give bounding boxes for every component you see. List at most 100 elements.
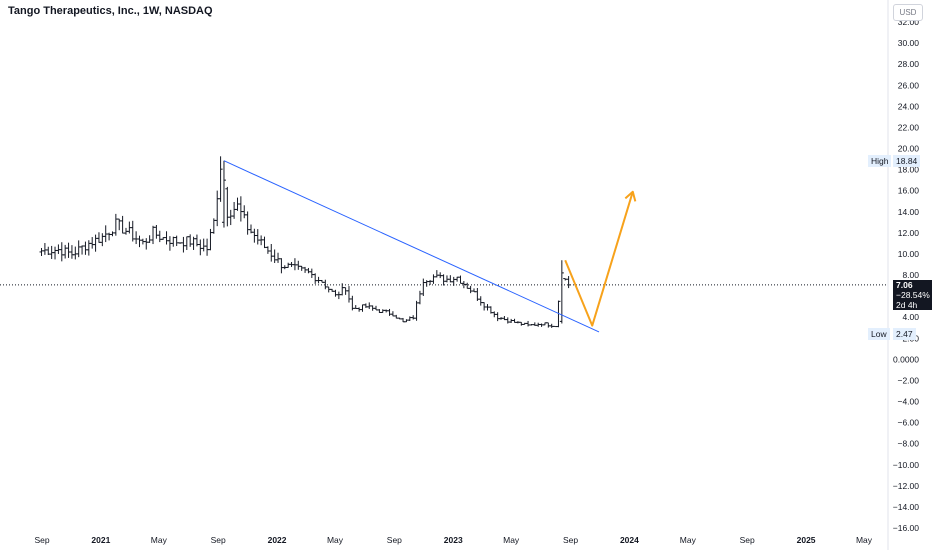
ohlc-bar (238, 196, 243, 222)
ohlc-bar (448, 275, 453, 283)
ohlc-bar (546, 322, 551, 328)
x-tick-label: Sep (740, 535, 755, 545)
price-axis[interactable]: 32.00 30.00 28.00 26.00 24.00 22.00 20.00 18.00… (893, 17, 920, 533)
y-tick-label: 20.00 (898, 144, 920, 154)
ohlc-bar (221, 160, 226, 228)
ohlc-bar (458, 275, 463, 284)
x-tick-label: May (856, 535, 873, 545)
chart-title: Tango Therapeutics, Inc., 1W, NASDAQ (8, 5, 213, 17)
x-tick-label: Sep (211, 535, 226, 545)
y-tick-label: 18.00 (898, 165, 920, 175)
ohlc-bar (269, 244, 274, 262)
ohlc-bar (39, 247, 44, 256)
ohlc-bar (262, 236, 267, 249)
ohlc-bar (137, 235, 142, 248)
ohlc-bar (414, 300, 419, 321)
ohlc-bar (566, 276, 571, 289)
currency-button[interactable]: USD (893, 4, 923, 21)
ohlc-bar (519, 321, 524, 326)
ohlc-bar (171, 236, 176, 247)
y-tick-label: 12.00 (898, 228, 920, 238)
ohlc-bar (73, 246, 78, 260)
ohlc-bar (242, 205, 247, 219)
ohlc-bar (272, 249, 277, 263)
bar-countdown: 2d 4h (896, 300, 918, 310)
y-tick-label: −14.00 (893, 502, 920, 512)
ohlc-bar (255, 229, 260, 245)
ohlc-bar (482, 302, 487, 311)
y-tick-label: 4.00 (902, 312, 919, 322)
ohlc-bars (39, 156, 571, 328)
ohlc-bar (184, 236, 189, 251)
ohlc-bar (232, 202, 237, 219)
ohlc-bar (198, 239, 203, 256)
ohlc-bar (431, 274, 436, 284)
y-tick-label: 24.00 (898, 101, 920, 111)
ohlc-bar (323, 279, 328, 290)
y-tick-label: 32.00 (898, 17, 920, 27)
ohlc-bar (309, 268, 314, 278)
projection-arrowhead (624, 190, 637, 202)
time-axis[interactable]: Sep 2021 May Sep 2022 May Sep 2023 May Sep 2024 May… (34, 535, 872, 545)
x-tick-label: Sep (34, 535, 49, 545)
ohlc-bar (53, 246, 58, 260)
ohlc-bar (80, 245, 85, 255)
y-tick-label: −4.00 (897, 397, 919, 407)
x-tick-label: May (680, 535, 697, 545)
ohlc-bar (245, 211, 250, 235)
ohlc-bar (188, 234, 193, 247)
ohlc-bar (215, 190, 220, 227)
y-tick-label: −10.00 (893, 460, 920, 470)
ohlc-bar (120, 215, 125, 234)
ohlc-bar (265, 246, 270, 254)
ohlc-bar (276, 252, 281, 263)
ohlc-bar (292, 258, 297, 271)
x-tick-label: 2023 (444, 535, 463, 545)
y-tick-label: −16.00 (893, 523, 920, 533)
y-tick-label: −12.00 (893, 481, 920, 491)
ohlc-bar (42, 243, 47, 255)
high-value: 18.84 (893, 155, 921, 167)
ohlc-bar (374, 305, 379, 311)
ohlc-bar (66, 242, 71, 258)
ohlc-bar (526, 320, 531, 327)
ohlc-bar (93, 234, 98, 252)
ohlc-bar (387, 308, 392, 316)
y-tick-label: −2.00 (897, 375, 919, 385)
ohlc-bar (421, 278, 426, 297)
ohlc-bar (100, 233, 105, 247)
drawings-layer[interactable] (223, 160, 637, 333)
x-tick-label: 2025 (797, 535, 816, 545)
ohlc-bar (164, 231, 169, 245)
ohlc-bar (336, 291, 341, 300)
ohlc-bar (505, 317, 510, 324)
y-tick-label: 30.00 (898, 38, 920, 48)
last-price-tag: 7.06 −28.54% 2d 4h (893, 280, 932, 310)
ohlc-bar (59, 242, 64, 262)
ohlc-bar (549, 323, 554, 328)
ohlc-bar (83, 241, 88, 255)
projection-path (564, 191, 634, 327)
ohlc-bar (434, 270, 439, 278)
ohlc-bar (144, 238, 149, 250)
ohlc-bar (411, 315, 416, 320)
last-price-value: 7.06 (896, 280, 913, 290)
ohlc-bar (225, 186, 230, 227)
x-tick-label: May (151, 535, 168, 545)
y-tick-label: 16.00 (898, 186, 920, 196)
ohlc-bar (468, 285, 473, 294)
ohlc-bar (157, 230, 162, 243)
ohlc-bar (306, 267, 311, 274)
ohlc-bar (441, 274, 446, 286)
x-tick-label: Sep (563, 535, 578, 545)
ohlc-bar (151, 225, 156, 245)
x-tick-label: May (327, 535, 344, 545)
ohlc-bar (417, 290, 422, 305)
y-tick-label: 8.00 (902, 270, 919, 280)
ohlc-bar (360, 304, 365, 312)
trendline (223, 160, 600, 333)
ohlc-bar (495, 312, 500, 322)
low-label: Low (868, 328, 890, 340)
ohlc-bar (428, 279, 433, 285)
